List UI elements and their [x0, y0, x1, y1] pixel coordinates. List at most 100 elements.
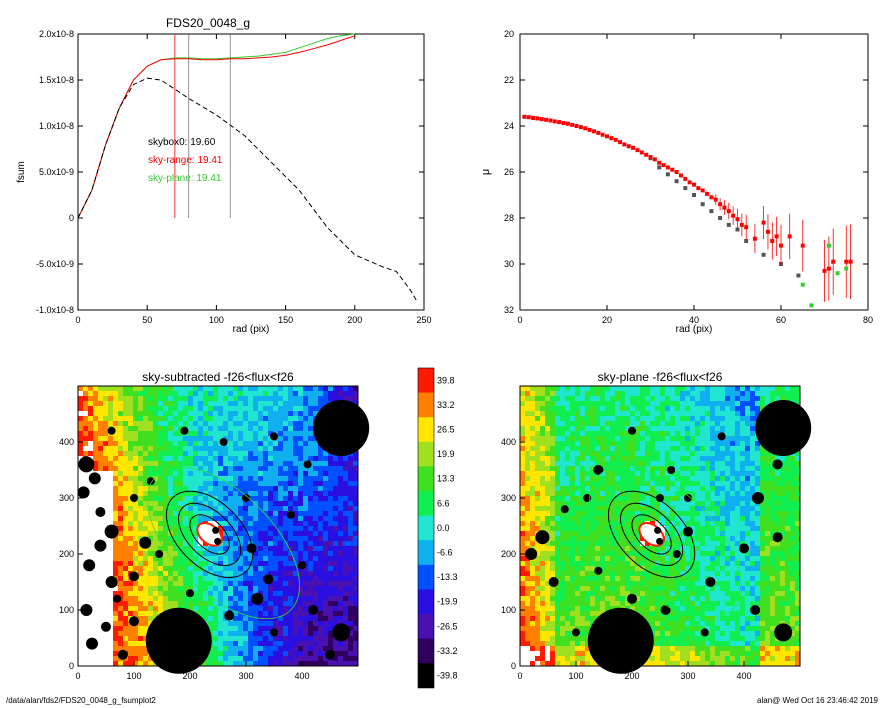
sky-subtracted-pixel	[273, 386, 279, 392]
colorbar-label: -39.8	[437, 671, 458, 681]
sky-subtracted-pixel	[303, 426, 309, 432]
sky-subtracted-pixel	[138, 476, 144, 482]
sky-subtracted-pixel	[213, 421, 219, 427]
sky-subtracted-pixel	[88, 446, 94, 452]
sky-subtracted-pixel	[88, 601, 94, 607]
sky-subtracted-pixel	[228, 606, 234, 612]
sky-subtracted-pixel	[183, 566, 189, 572]
sky-subtracted-pixel	[158, 426, 164, 432]
sky-subtracted-pixel	[293, 386, 299, 392]
sky-plane-pixel	[725, 491, 731, 497]
sky-plane-pixel	[650, 396, 656, 402]
sky-subtracted-pixel	[178, 431, 184, 437]
sky-subtracted-pixel	[293, 461, 299, 467]
image-ytick-label: 100	[59, 605, 74, 615]
sky-subtracted-pixel	[188, 481, 194, 487]
sky-plane-pixel	[635, 471, 641, 477]
sky-subtracted-pixel	[108, 521, 114, 527]
sky-subtracted-pixel	[153, 456, 159, 462]
sky-subtracted-pixel	[288, 461, 294, 467]
sky-subtracted-pixel	[118, 601, 124, 607]
sky-subtracted-pixel	[318, 451, 324, 457]
sky-subtracted-pixel	[263, 641, 269, 647]
sky-subtracted-pixel	[88, 521, 94, 527]
sky-subtracted-pixel	[128, 411, 134, 417]
sky-subtracted-pixel	[208, 546, 214, 552]
mu-point	[844, 266, 849, 271]
sky-subtracted-pixel	[338, 461, 344, 467]
sky-plane-pixel	[570, 481, 576, 487]
sky-plane-pixel	[570, 501, 576, 507]
sky-plane-pixel	[590, 461, 596, 467]
sky-subtracted-pixel	[308, 641, 314, 647]
sky-subtracted-pixel	[133, 386, 139, 392]
sky-subtracted-pixel	[228, 436, 234, 442]
sky-plane-pixel	[640, 481, 646, 487]
sky-plane-pixel	[660, 506, 666, 512]
sky-plane-pixel	[540, 481, 546, 487]
sky-subtracted-pixel	[248, 386, 254, 392]
sky-subtracted-pixel	[243, 476, 249, 482]
sky-subtracted-pixel	[253, 656, 259, 662]
sky-subtracted-pixel	[93, 556, 99, 562]
sky-subtracted-pixel	[98, 501, 104, 507]
sky-plane-pixel	[665, 446, 671, 452]
sky-subtracted-pixel	[78, 431, 84, 437]
sky-subtracted-pixel	[158, 516, 164, 522]
sky-subtracted-pixel	[333, 561, 339, 567]
sky-plane-pixel	[760, 506, 766, 512]
sky-plane-pixel	[570, 491, 576, 497]
sky-plane-pixel	[620, 491, 626, 497]
sky-subtracted-pixel	[293, 401, 299, 407]
sky-subtracted-pixel	[328, 541, 334, 547]
sky-subtracted-pixel	[233, 506, 239, 512]
mu-point	[561, 121, 566, 126]
sky-subtracted-pixel	[298, 556, 304, 562]
sky-subtracted-pixel	[203, 416, 209, 422]
sky-subtracted-pixel	[173, 546, 179, 552]
sky-subtracted-pixel	[223, 591, 229, 597]
sky-plane-pixel	[690, 391, 696, 397]
sky-plane-pixel	[660, 456, 666, 462]
sky-subtracted-pixel	[163, 451, 169, 457]
sky-plane-pixel	[700, 426, 706, 432]
sky-plane-pixel	[740, 406, 746, 412]
sky-subtracted-pixel	[88, 496, 94, 502]
sky-subtracted-pixel	[333, 576, 339, 582]
sky-subtracted-pixel	[163, 531, 169, 537]
sky-subtracted-pixel	[243, 566, 249, 572]
sky-plane-pixel	[525, 431, 531, 437]
sky-plane-pixel	[710, 466, 716, 472]
sky-subtracted-star-mask	[263, 574, 274, 585]
sky-plane-pixel	[580, 386, 586, 392]
sky-subtracted-pixel	[278, 506, 284, 512]
sky-subtracted-pixel	[303, 396, 309, 402]
sky-subtracted-pixel	[238, 456, 244, 462]
mu-point	[787, 234, 792, 239]
sky-subtracted-pixel	[103, 396, 109, 402]
sky-subtracted-pixel	[138, 431, 144, 437]
sky-plane-pixel	[535, 476, 541, 482]
sky-subtracted-pixel	[133, 421, 139, 427]
sky-plane-pixel	[670, 501, 676, 507]
sky-subtracted-pixel	[93, 441, 99, 447]
sky-subtracted-pixel	[128, 521, 134, 527]
sky-subtracted-pixel	[323, 521, 329, 527]
sky-subtracted-pixel	[143, 606, 149, 612]
sky-plane-pixel	[590, 476, 596, 482]
sky-subtracted-pixel	[158, 406, 164, 412]
sky-subtracted-pixel	[273, 466, 279, 472]
sky-subtracted-pixel	[243, 656, 249, 662]
sky-subtracted-pixel	[228, 546, 234, 552]
sky-subtracted-pixel	[238, 441, 244, 447]
sky-subtracted-pixel	[328, 556, 334, 562]
sky-subtracted-pixel	[318, 541, 324, 547]
sky-plane-pixel	[760, 401, 766, 407]
sky-subtracted-pixel	[88, 486, 94, 492]
sky-subtracted-pixel	[183, 511, 189, 517]
sky-plane-pixel	[600, 476, 606, 482]
sky-subtracted-pixel	[318, 576, 324, 582]
sky-subtracted-pixel	[233, 436, 239, 442]
sky-subtracted-pixel	[288, 401, 294, 407]
sky-plane-pixel	[750, 486, 756, 492]
